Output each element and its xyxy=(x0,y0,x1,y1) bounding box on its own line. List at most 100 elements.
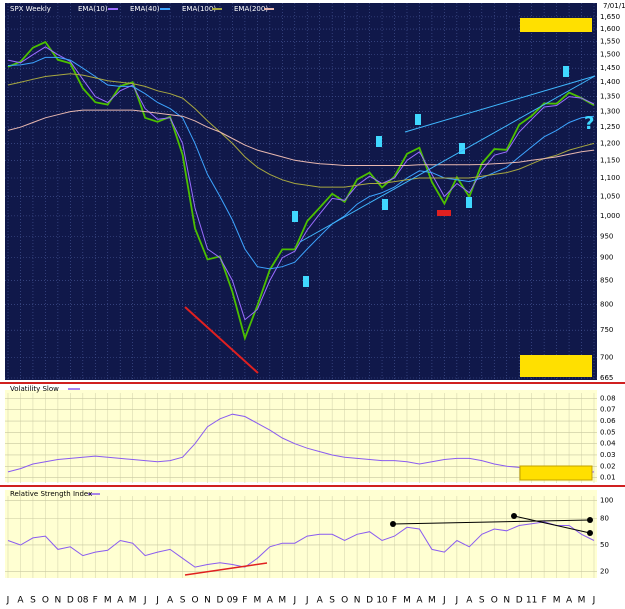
x-tick-label: M xyxy=(104,596,112,606)
series-line xyxy=(7,40,595,342)
series-line xyxy=(7,56,595,270)
y-tick-label: 0.01 xyxy=(600,474,616,482)
y-tick-label: 665 xyxy=(600,374,613,382)
marker xyxy=(303,276,309,287)
trendline xyxy=(184,306,259,374)
highlight xyxy=(520,18,592,32)
x-tick-label: A xyxy=(416,596,423,606)
legend-label: EMA(200) xyxy=(234,5,268,13)
marker xyxy=(511,513,517,519)
x-tick-label: D xyxy=(67,596,74,606)
annotations xyxy=(184,18,596,576)
x-tick-label: F xyxy=(542,596,547,606)
x-tick-label: O xyxy=(191,596,198,606)
y-tick-label: 1,050 xyxy=(600,192,620,200)
panel-title: Volatility Slow xyxy=(10,385,59,393)
legend-label: EMA(40) xyxy=(130,5,160,13)
marker xyxy=(437,210,451,216)
legend-label: EMA(100) xyxy=(182,5,216,13)
x-tick-label: J xyxy=(592,596,596,606)
y-tick-label: 850 xyxy=(600,276,613,284)
x-tick-label: N xyxy=(204,596,211,606)
x-tick-label: S xyxy=(180,596,186,606)
x-tick-label: 10 xyxy=(376,596,388,606)
y-tick-label: 750 xyxy=(600,326,613,334)
trendline xyxy=(513,515,591,534)
marker xyxy=(587,530,593,536)
x-tick-label: S xyxy=(30,596,36,606)
trendline xyxy=(184,562,268,576)
x-tick-label: N xyxy=(354,596,361,606)
series-line xyxy=(7,73,595,188)
x-tick-label: F xyxy=(93,596,98,606)
y-tick-label: 1,600 xyxy=(600,25,620,33)
y-tick-label: 1,400 xyxy=(600,78,620,86)
panel-title: Relative Strength Index xyxy=(10,490,92,498)
x-tick-label: D xyxy=(366,596,373,606)
y-tick-label: 1,200 xyxy=(600,139,620,147)
y-tick-label: 20 xyxy=(600,568,609,576)
trendline xyxy=(404,75,596,133)
legend-label: EMA(10) xyxy=(78,5,108,13)
trendline xyxy=(392,519,591,525)
x-tick-label: M xyxy=(578,596,586,606)
y-tick-label: 800 xyxy=(600,301,613,309)
marker xyxy=(376,136,382,147)
y-tick-label: 0.07 xyxy=(600,406,616,414)
annotation: ? xyxy=(584,113,594,134)
marker xyxy=(466,197,472,208)
x-tick-label: O xyxy=(491,596,498,606)
x-tick-label: A xyxy=(267,596,274,606)
trendline xyxy=(299,75,596,243)
x-tick-label: J xyxy=(6,596,10,606)
x-tick-label: 11 xyxy=(526,596,537,606)
y-tick-label: 80 xyxy=(600,514,609,522)
x-tick-label: A xyxy=(117,596,124,606)
price-panel xyxy=(5,3,597,380)
series-line xyxy=(7,521,595,568)
x-tick-label: J xyxy=(292,596,296,606)
marker xyxy=(459,143,465,154)
series-line xyxy=(7,46,595,321)
highlight xyxy=(520,355,592,377)
highlight xyxy=(519,465,593,481)
y-tick-label: 0.06 xyxy=(600,417,616,425)
x-tick-label: M xyxy=(278,596,286,606)
y-tick-label: 1,250 xyxy=(600,123,620,131)
x-tick-label: A xyxy=(566,596,573,606)
marker xyxy=(563,66,569,77)
x-tick-label: J xyxy=(155,596,159,606)
y-tick-label: 950 xyxy=(600,232,613,240)
y-tick-label: 0.08 xyxy=(600,394,616,402)
x-tick-label: F xyxy=(392,596,397,606)
y-tick-label: 1,650 xyxy=(600,13,620,21)
y-tick-label: 1,500 xyxy=(600,51,620,59)
marker xyxy=(382,199,388,210)
volatility-panel xyxy=(5,390,597,482)
marker xyxy=(415,114,421,125)
markers xyxy=(292,66,569,287)
x-tick-label: J xyxy=(143,596,147,606)
y-tick-label: 50 xyxy=(600,541,609,549)
y-tick-label: 1,300 xyxy=(600,108,620,116)
x-tick-label: A xyxy=(17,596,24,606)
x-tick-label: D xyxy=(216,596,223,606)
y-tick-label: 1,550 xyxy=(600,38,620,46)
chart-title: SPX Weekly xyxy=(10,5,51,13)
x-tick-label: A xyxy=(317,596,324,606)
marker xyxy=(587,517,593,523)
y-tick-label: 0.03 xyxy=(600,451,616,459)
y-tick-label: 1,150 xyxy=(600,156,620,164)
y-tick-label: 0.05 xyxy=(600,428,616,436)
x-tick-label: M xyxy=(428,596,436,606)
series-line xyxy=(7,413,595,474)
x-tick-label: M xyxy=(403,596,411,606)
x-tick-label: N xyxy=(55,596,62,606)
y-tick-label: 0.02 xyxy=(600,462,616,470)
y-tick-label: 700 xyxy=(600,354,613,362)
x-tick-label: M xyxy=(129,596,137,606)
series-line xyxy=(7,109,595,166)
marker xyxy=(390,521,396,527)
marker xyxy=(292,211,298,222)
